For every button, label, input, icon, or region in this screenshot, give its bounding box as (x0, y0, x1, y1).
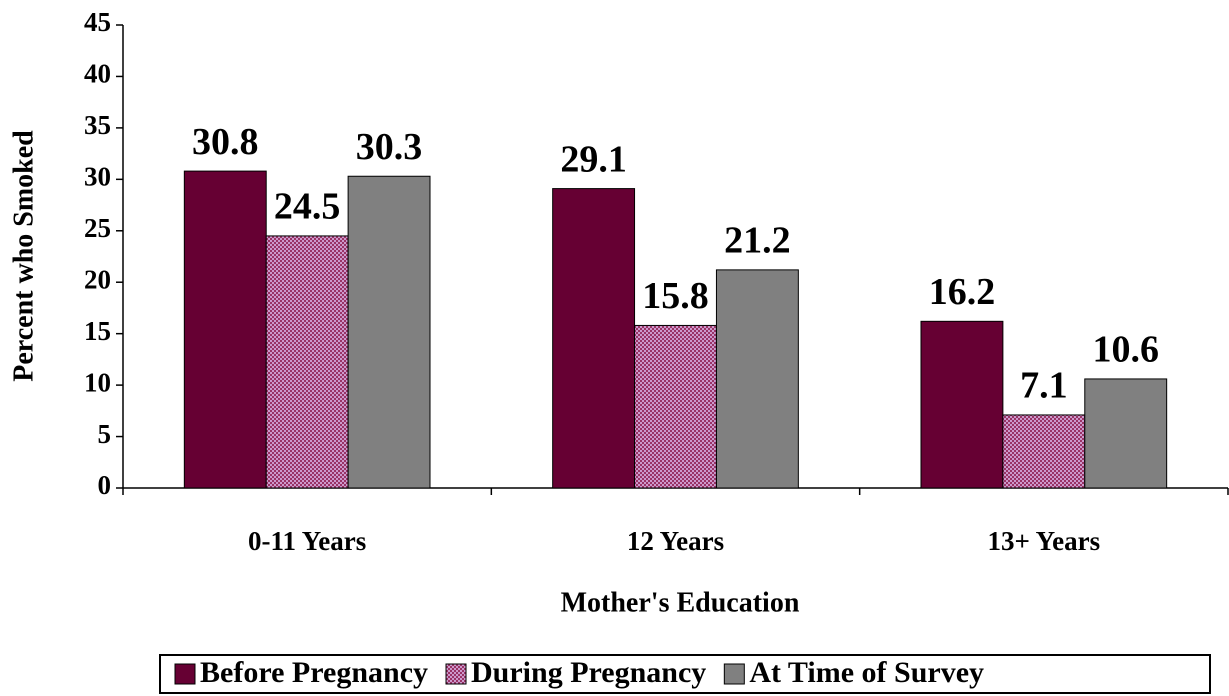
y-tick-label: 45 (84, 7, 111, 37)
x-tick-label: 13+ Years (988, 526, 1101, 556)
data-label: 7.1 (1020, 365, 1068, 407)
y-tick-label: 35 (84, 110, 111, 140)
data-label: 30.8 (192, 121, 259, 163)
data-label: 24.5 (274, 186, 341, 228)
y-tick-label: 30 (84, 162, 111, 192)
legend-label: At Time of Survey (749, 656, 984, 689)
x-axis-title: Mother's Education (561, 587, 800, 618)
y-tick-label: 40 (84, 59, 111, 89)
bar (1084, 378, 1168, 489)
y-axis-title: Percent who Smoked (8, 130, 39, 382)
data-label: 10.6 (1092, 329, 1159, 371)
data-label: 29.1 (560, 138, 627, 180)
bar (347, 175, 431, 489)
legend-box (159, 654, 1211, 694)
bar (715, 269, 799, 489)
y-tick-label: 20 (84, 264, 111, 294)
legend-swatch (445, 663, 467, 685)
y-tick-label: 0 (98, 470, 112, 500)
bar (552, 188, 636, 489)
data-label: 30.3 (356, 126, 423, 168)
bar (634, 324, 717, 489)
legend-label: Before Pregnancy (200, 656, 428, 689)
data-label: 21.2 (724, 220, 791, 262)
y-tick-label: 15 (84, 316, 111, 346)
y-tick-label: 5 (98, 419, 112, 449)
x-tick-label: 0-11 Years (248, 526, 366, 556)
data-label: 16.2 (929, 271, 996, 313)
y-tick-label: 25 (84, 213, 111, 243)
legend-swatch (174, 663, 196, 685)
bar (265, 235, 349, 489)
bar (183, 170, 267, 489)
legend-label: During Pregnancy (471, 656, 706, 689)
bar (1002, 414, 1086, 489)
data-label: 15.8 (642, 275, 709, 317)
bar (920, 320, 1004, 489)
legend-swatch (723, 663, 745, 685)
y-tick-label: 10 (84, 367, 111, 397)
x-tick-label: 12 Years (627, 526, 724, 556)
